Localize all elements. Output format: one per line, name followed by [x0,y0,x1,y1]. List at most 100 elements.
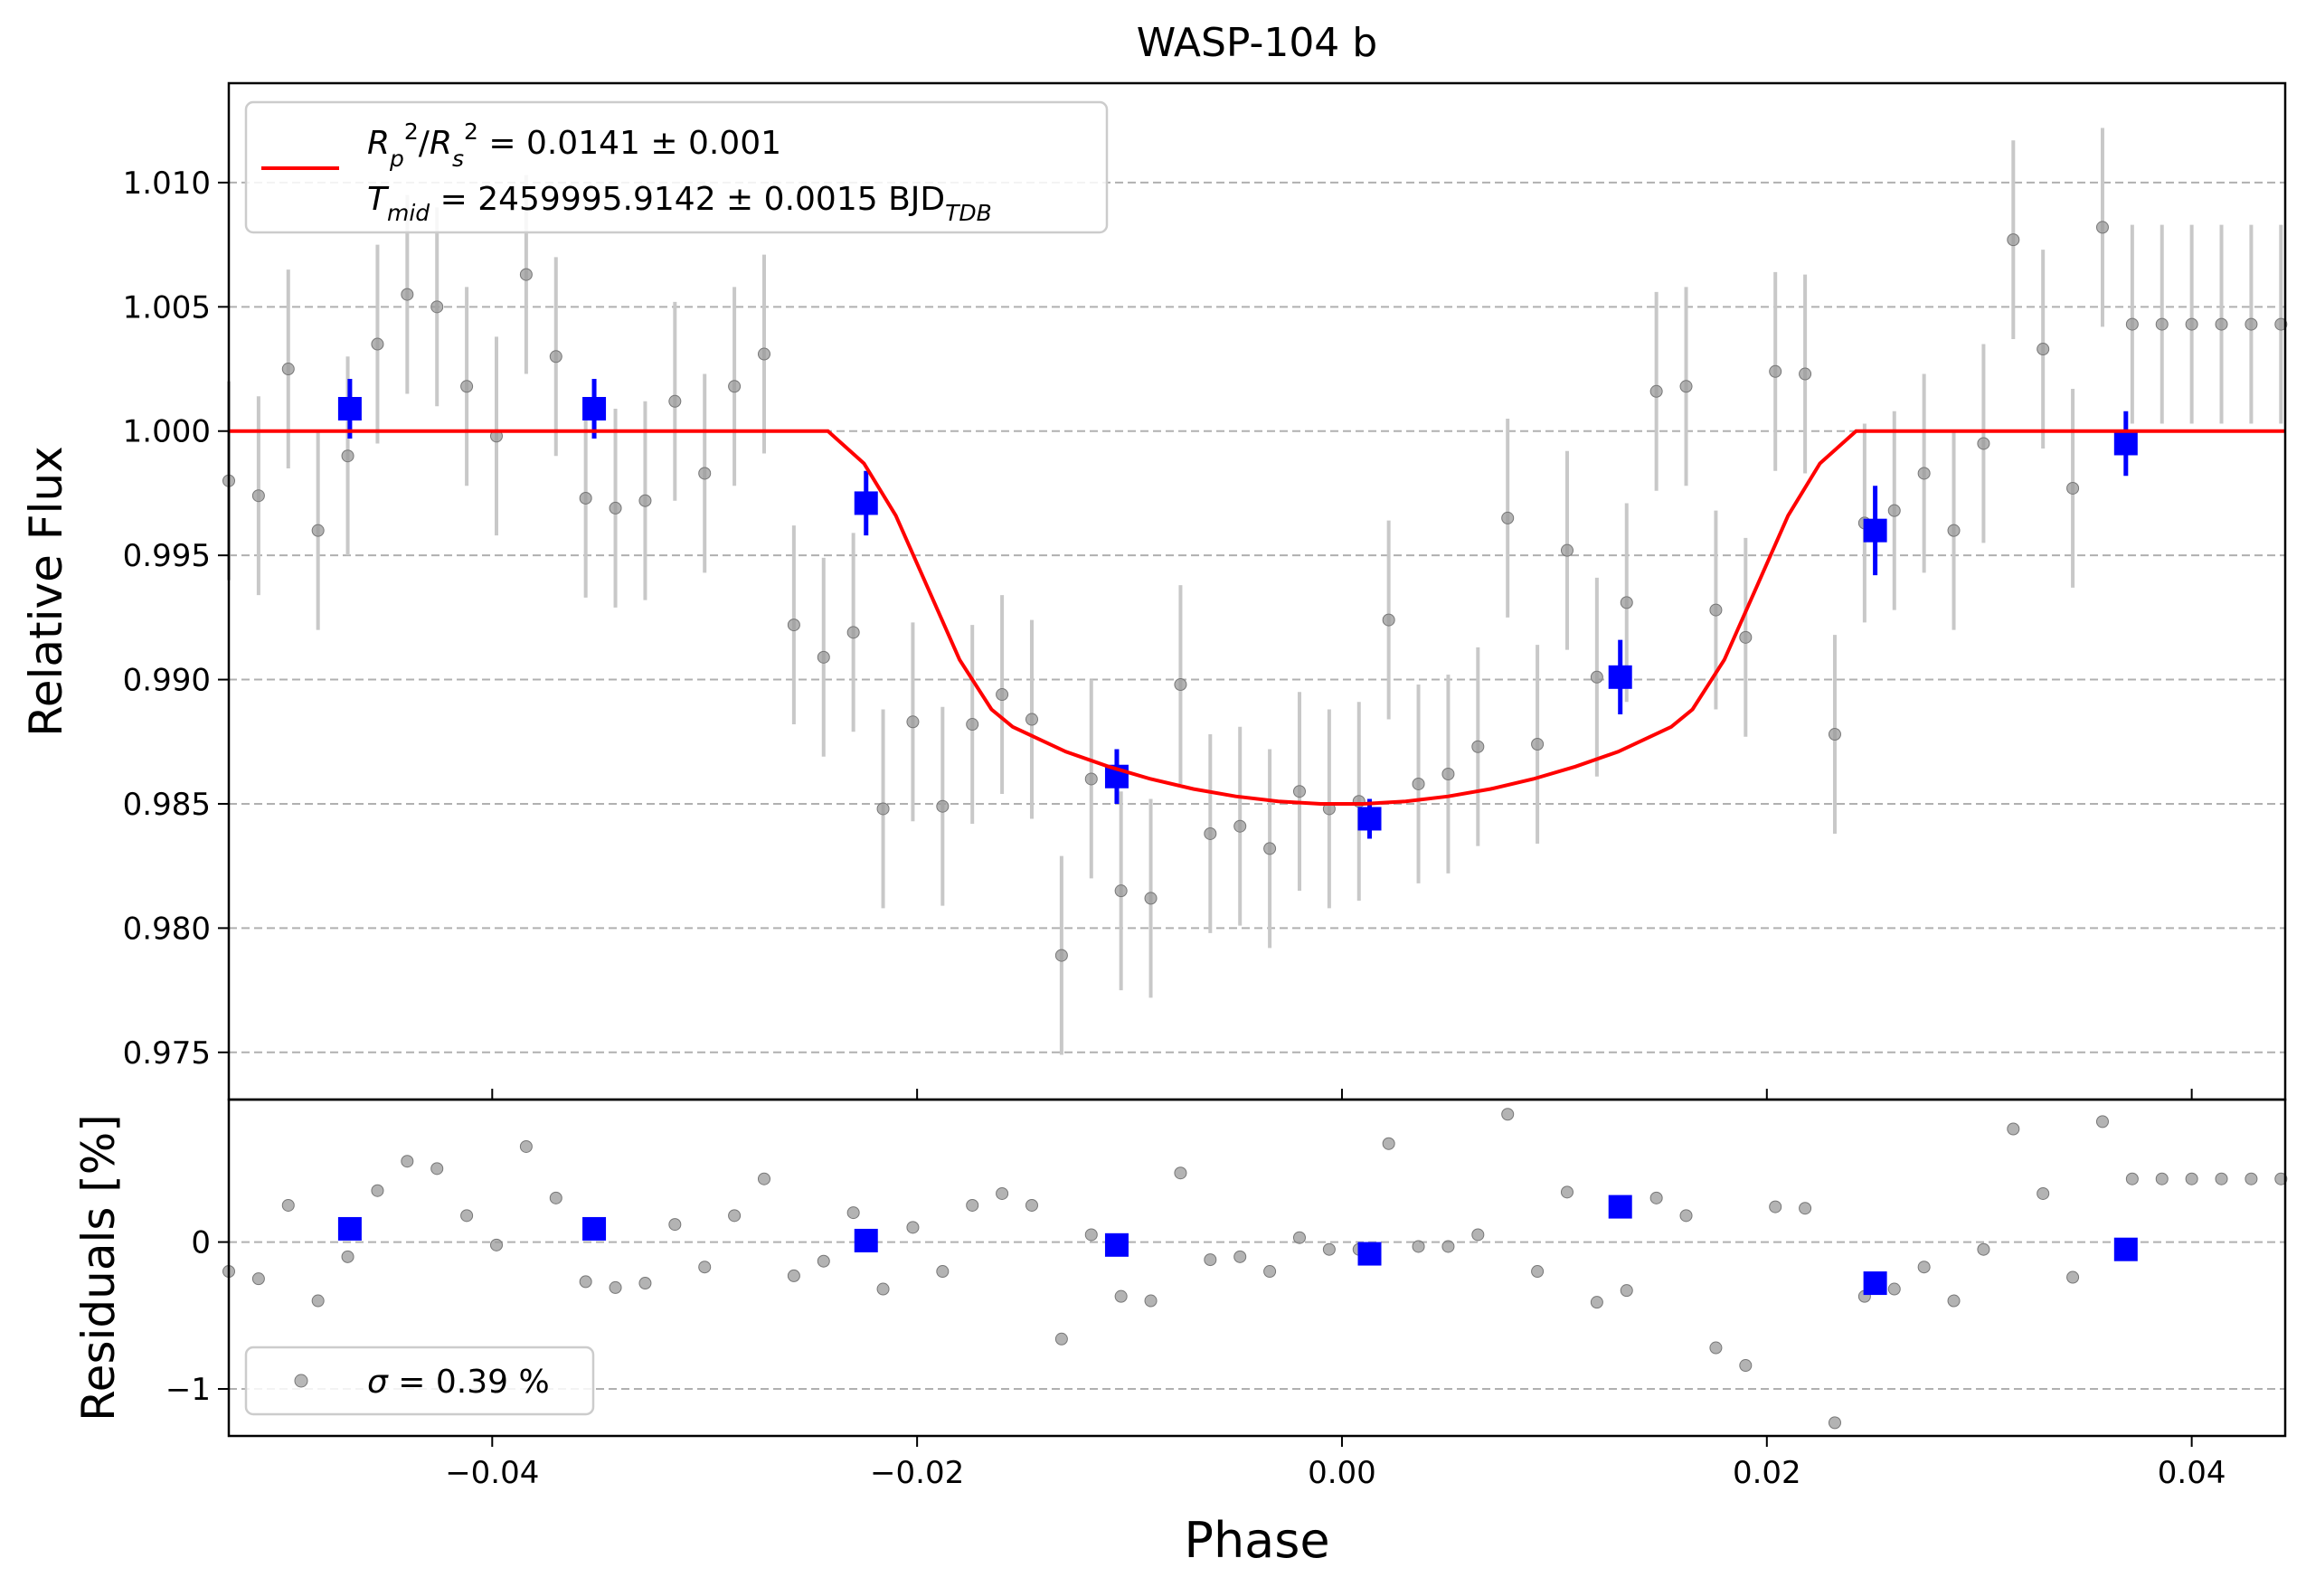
y-tick-label: 0.990 [123,663,211,699]
legend-residual-marker [294,1374,308,1388]
residual-point [609,1280,622,1294]
main-plot-frame [227,81,2287,1101]
unbinned-point [401,288,414,301]
residual-point [1590,1296,1603,1309]
residual-point [1501,1108,1515,1121]
residual-point [1977,1242,1990,1256]
residual-point [2185,1172,2198,1185]
unbinned-point [668,394,682,408]
unbinned-point [281,363,295,376]
y-tick-label: 1.005 [123,289,211,326]
residual-point [1441,1240,1455,1253]
unbinned-point [787,619,800,632]
residual-point [1799,1202,1812,1215]
x-tick-label: −0.02 [870,1455,964,1491]
residual-point [430,1162,444,1176]
residual-point [1292,1231,1306,1244]
main-points [222,221,2288,962]
residual-point [876,1282,890,1296]
unbinned-point [1025,713,1038,726]
residual-point [2007,1122,2020,1136]
main-legend-box [244,100,1109,234]
main-binned [337,379,2138,839]
residual-point [281,1198,295,1212]
residual-point [1769,1200,1782,1214]
unbinned-point [2155,317,2169,331]
residual-point [1560,1185,1574,1199]
main-errorbars [227,127,2283,1055]
residual-point [728,1209,742,1223]
residual-y-tick-label: −1 [165,1372,211,1408]
x-tick-label: −0.04 [445,1455,539,1491]
residual-point [1412,1240,1425,1253]
unbinned-point [728,380,742,393]
unbinned-point [251,489,265,503]
x-tick-label: 0.04 [2158,1455,2226,1491]
unbinned-point [2007,233,2020,247]
residual-point [2215,1172,2228,1185]
unbinned-point [1560,543,1574,557]
unbinned-point [846,626,860,639]
unbinned-point [1054,949,1068,962]
residual-point [371,1184,384,1197]
unbinned-point [549,350,562,364]
residuals-legend: σ = 0.39 % [244,1346,595,1416]
residual-point [1263,1265,1277,1279]
residual-point [579,1275,592,1289]
unbinned-point [1204,826,1217,840]
unbinned-point [2095,221,2109,234]
residual-point [401,1155,414,1168]
unbinned-point [1114,884,1128,898]
residual-point [1679,1209,1693,1223]
model-line [229,429,2285,806]
unbinned-point [757,347,770,361]
residual-point [817,1254,830,1268]
residual-point [1471,1228,1485,1242]
binned-point [582,397,607,421]
residual-point [2245,1172,2258,1185]
y-axis-label: Relative Flux [20,446,72,736]
residuals-binned [337,1195,2138,1296]
unbinned-point [906,715,920,729]
residuals-plot-frame [227,1098,2287,1438]
residual-point [1025,1198,1038,1212]
binned-point [1863,518,1887,543]
residual-point [460,1209,474,1223]
unbinned-point [1887,504,1901,517]
unbinned-point [996,688,1009,702]
unbinned-point [1649,384,1663,398]
unbinned-point [817,650,830,664]
residual-point [549,1191,562,1204]
binned-point [2113,431,2138,456]
unbinned-point [1917,467,1931,480]
unbinned-point [1739,630,1753,644]
residual-point [1174,1166,1187,1180]
unbinned-point [430,300,444,314]
unbinned-point [966,718,979,732]
unbinned-point [1709,603,1723,617]
binned-point [1608,665,1632,689]
unbinned-point [1471,740,1485,753]
binned-point [1357,807,1382,831]
unbinned-point [1977,437,1990,450]
unbinned-point [698,467,712,480]
residual-point [1917,1261,1931,1274]
residual-binned-point [1608,1195,1632,1219]
residual-point [1114,1289,1128,1303]
residual-point [668,1218,682,1232]
unbinned-point [2066,481,2080,495]
residual-binned-point [854,1228,878,1252]
main-y-ticks: 0.975 0.980 0.985 0.990 0.995 1.000 1.005 1.010 [123,165,229,1072]
unbinned-point [2037,343,2050,356]
unbinned-point [638,494,652,507]
residual-point [936,1265,950,1279]
residual-binned-point [1357,1242,1382,1266]
residual-binned-point [337,1216,362,1241]
x-tick-label: 0.02 [1733,1455,1801,1491]
unbinned-point [1620,596,1633,609]
y-tick-label: 0.980 [123,911,211,947]
unbinned-point [1501,511,1515,524]
main-legend: Rp2/Rs2 = 0.0141 ± 0.001 Tmid = 2459995.… [244,100,1109,234]
chart-title: WASP-104 b [1137,20,1377,66]
